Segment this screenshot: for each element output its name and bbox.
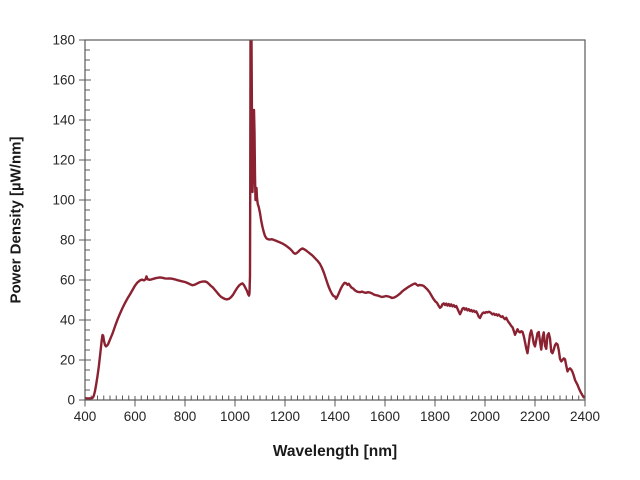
y-tick-label: 40 (60, 313, 75, 328)
x-tick-label: 800 (174, 409, 197, 424)
y-tick-label: 20 (60, 353, 75, 368)
x-axis-title: Wavelength [nm] (272, 443, 398, 460)
y-tick-label: 140 (52, 113, 75, 128)
x-tick-label: 2200 (520, 409, 550, 424)
x-tick-label: 1200 (270, 409, 300, 424)
x-tick-label: 1000 (220, 409, 250, 424)
x-tick-label: 2400 (570, 409, 600, 424)
y-tick-label: 120 (52, 153, 75, 168)
x-tick-label: 600 (124, 409, 147, 424)
x-tick-label: 2000 (470, 409, 500, 424)
x-tick-label: 1600 (370, 409, 400, 424)
y-tick-label: 160 (52, 73, 75, 88)
y-tick-label: 100 (52, 193, 75, 208)
y-tick-label: 60 (60, 273, 75, 288)
y-axis-title: Power Density [µW/nm] (7, 136, 25, 304)
x-tick-label: 1800 (420, 409, 450, 424)
y-tick-label: 0 (67, 393, 75, 408)
plot-border (84, 39, 586, 401)
x-tick-label: 1400 (320, 409, 350, 424)
y-tick-label: 80 (60, 233, 75, 248)
series-line (85, 40, 585, 400)
x-tick-label: 400 (74, 409, 97, 424)
y-tick-label: 180 (52, 33, 75, 48)
